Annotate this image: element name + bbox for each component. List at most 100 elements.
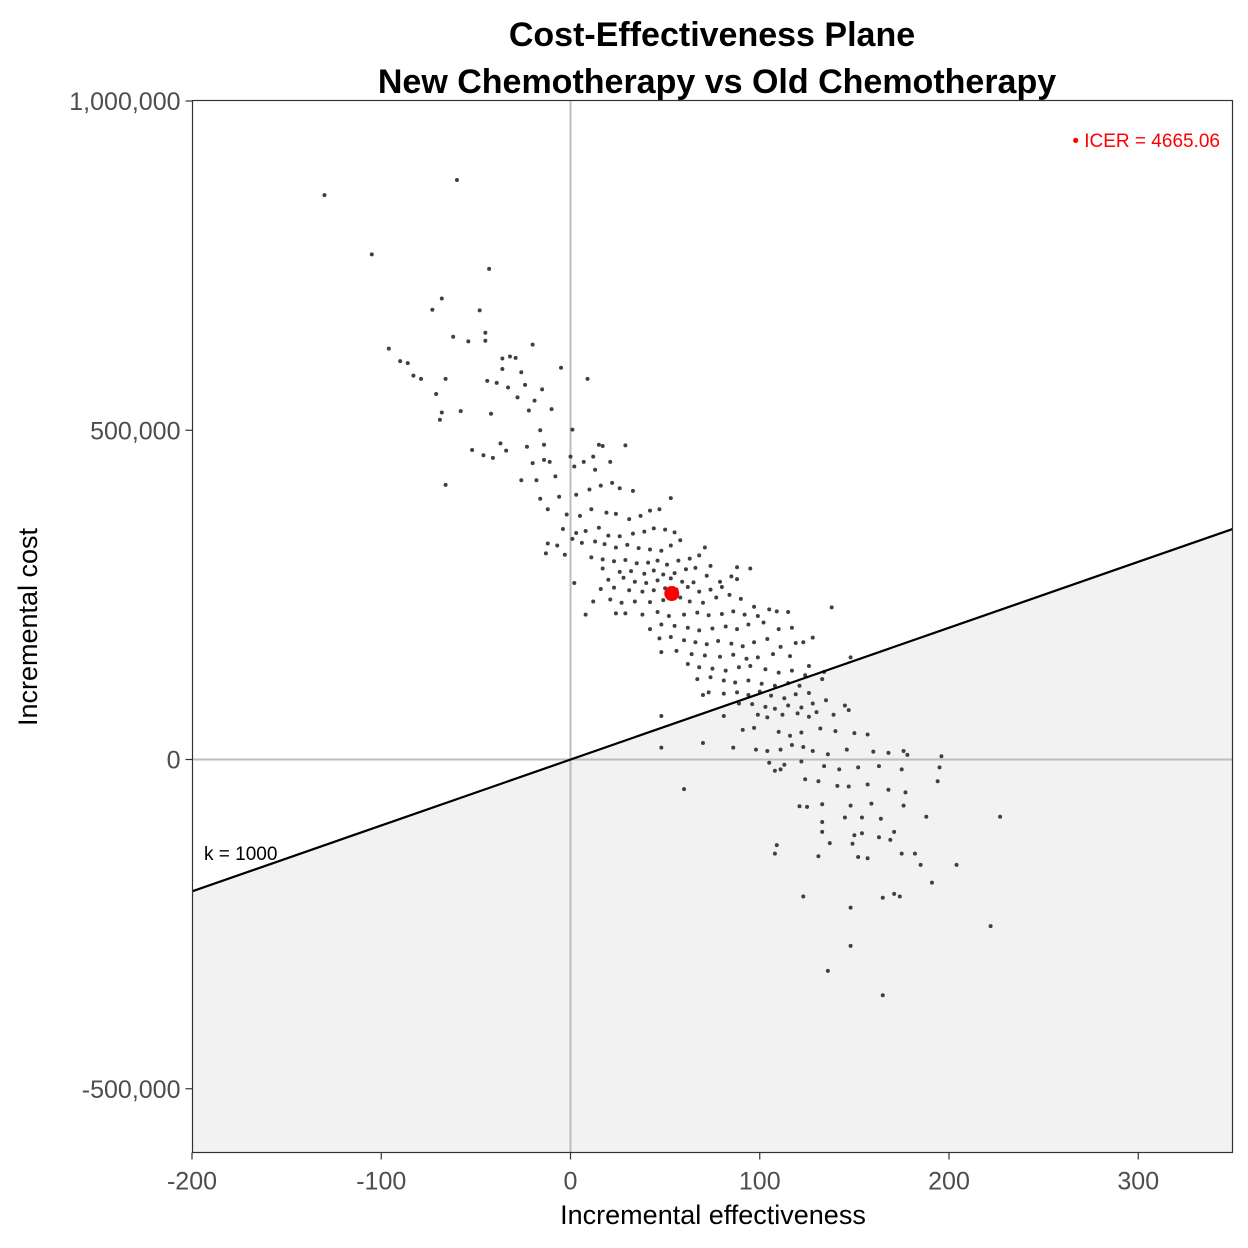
simulation-point [702,653,707,658]
simulation-point [608,597,613,602]
simulation-point [504,448,509,453]
simulation-point [625,542,630,547]
chart-subtitle: New Chemotherapy vs Old Chemotherapy [378,63,1056,101]
simulation-point [513,355,518,360]
simulation-point [878,816,883,821]
simulation-point [750,702,755,707]
simulation-point [483,330,488,335]
simulation-points [322,178,1003,998]
simulation-point [721,691,726,696]
simulation-point [695,610,700,615]
y-tick-label: -500,000 [82,1076,181,1104]
simulation-point [560,527,565,532]
simulation-point [668,543,673,548]
wtp-threshold-line [192,527,1233,893]
simulation-point [498,441,503,446]
simulation-point [604,510,609,515]
simulation-point [721,714,726,719]
simulation-point [848,655,853,660]
simulation-point [763,667,768,672]
simulation-point [659,714,664,719]
simulation-point [591,599,596,604]
simulation-point [572,581,577,586]
simulation-point [577,513,582,518]
simulation-point [842,815,847,820]
simulation-point [702,545,707,550]
simulation-point [899,851,904,856]
simulation-point [718,579,723,584]
simulation-point [765,748,770,753]
simulation-point [723,668,728,673]
simulation-point [697,665,702,670]
simulation-point [519,478,524,483]
simulation-point [545,507,550,512]
simulation-point [746,678,751,683]
simulation-point [646,560,651,565]
simulation-point [659,745,664,750]
simulation-point [704,573,709,578]
simulation-point [494,380,499,385]
simulation-point [801,640,806,645]
simulation-point [769,693,774,698]
simulation-point [810,635,815,640]
simulation-point [886,750,891,755]
simulation-point [780,712,785,717]
simulation-point [886,787,891,792]
simulation-point [719,611,724,616]
simulation-point [776,729,781,734]
simulation-point [918,862,923,867]
simulation-point [542,457,547,462]
simulation-point [542,442,547,447]
simulation-point [612,559,617,564]
simulation-point [731,609,736,614]
simulation-point [795,711,800,716]
simulation-point [632,579,637,584]
plot-panel: k = 1000 • ICER = 4665.06 [191,99,1234,1154]
simulation-point [833,729,838,734]
y-axis: -500,000 0 500,000 1,000,000 [69,88,193,1104]
simulation-point [598,483,603,488]
simulation-point [687,599,692,604]
simulation-point [700,741,705,746]
simulation-point [810,748,815,753]
simulation-point [729,641,734,646]
simulation-point [623,557,628,562]
simulation-point [685,662,690,667]
simulation-point [538,428,543,433]
simulation-point [848,803,853,808]
simulation-point [746,622,751,627]
simulation-point [591,454,596,459]
simulation-point [490,455,495,460]
simulation-point [659,548,664,553]
x-tick-label: 0 [564,1168,578,1196]
simulation-point [443,482,448,487]
x-tick-label: -100 [356,1168,406,1196]
simulation-point [782,762,787,767]
simulation-point [651,588,656,593]
wtp-label: k = 1000 [204,844,277,865]
simulation-point [691,580,696,585]
simulation-point [789,668,794,673]
simulation-point [405,361,410,366]
simulation-point [568,454,573,459]
simulation-point [700,692,705,697]
chart-header: Cost-Effectiveness Plane New Chemotherap… [378,16,1056,101]
simulation-point [740,727,745,732]
simulation-point [600,566,605,571]
simulation-point [483,338,488,343]
simulation-point [822,764,827,769]
icer-point [664,586,680,602]
simulation-point [682,638,687,643]
simulation-point [589,507,594,512]
y-tick-label: 0 [167,747,181,775]
simulation-point [727,592,732,597]
simulation-point [816,854,821,859]
simulation-point [859,831,864,836]
simulation-point [820,677,825,682]
simulation-point [439,410,444,415]
simulation-point [719,584,724,589]
simulation-point [954,862,959,867]
simulation-point [770,652,775,657]
simulation-point [668,576,673,581]
simulation-point [774,843,779,848]
